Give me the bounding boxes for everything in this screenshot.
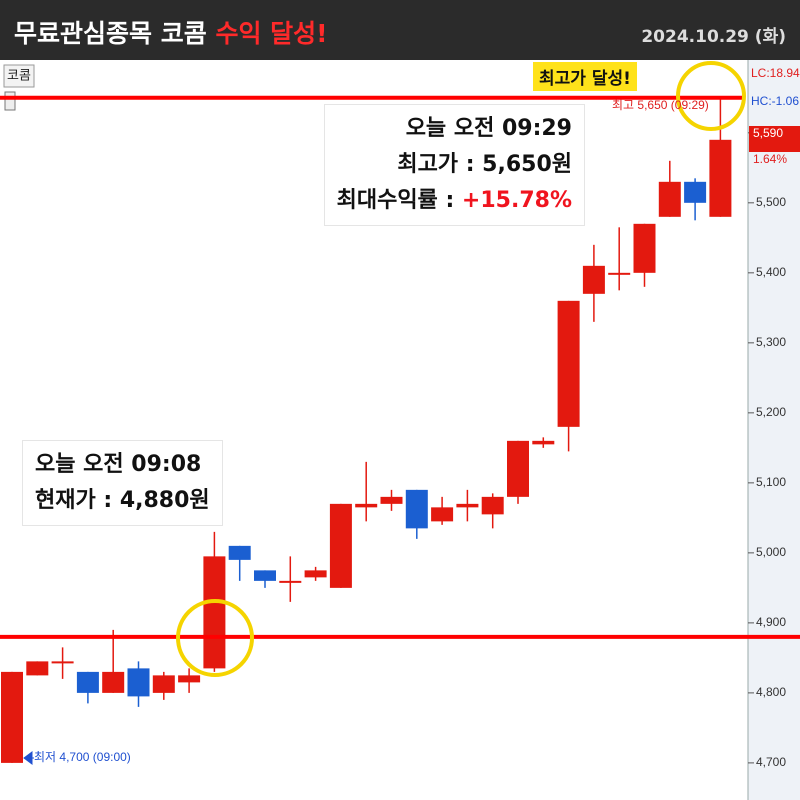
- box-line: 최고가 : 5,650원: [397, 152, 572, 177]
- candle-body: [203, 556, 226, 669]
- candle-body: [557, 300, 580, 427]
- candle-body: [102, 671, 125, 693]
- info-box-top: 오늘 오전 09:29 최고가 : 5,650원 최대수익률 : +15.78%: [323, 104, 585, 226]
- candle-body: [329, 503, 352, 588]
- candle-body: [1, 671, 23, 763]
- last-price: 5,590: [753, 126, 783, 140]
- low-note: 최저 4,700 (09:00): [34, 750, 131, 764]
- symbol: 코콤: [7, 67, 31, 82]
- axis-info: LC:18.94: [751, 66, 800, 80]
- y-tick-label: 5,300: [756, 335, 786, 349]
- box-line: 오늘 오전 09:08: [35, 452, 202, 477]
- symbol-box: [3, 64, 35, 88]
- candle-body: [76, 671, 99, 693]
- last-change: 1.64%: [753, 152, 787, 166]
- title: 무료관심종목 코콤 수익 달성!: [14, 14, 328, 50]
- y-tick-label: 5,100: [756, 475, 786, 489]
- candle-body: [684, 181, 707, 203]
- y-tick-label: 5,000: [756, 545, 786, 559]
- title-main: 무료관심종목 코콤: [14, 19, 207, 48]
- high-badge: 최고가 달성!: [533, 62, 637, 91]
- highlight-circle: [676, 61, 746, 131]
- box-text: 최대수익률 :: [336, 188, 462, 213]
- candle-body: [481, 496, 504, 515]
- candle-body: [228, 545, 251, 560]
- candle-body: [608, 272, 631, 275]
- candle-body: [709, 139, 732, 217]
- low-arrow: [23, 751, 34, 765]
- candle-body: [26, 661, 49, 676]
- candle-body: [633, 223, 656, 273]
- axis-bg: [748, 60, 800, 800]
- highlight-circle: [176, 599, 254, 677]
- info-box-bottom: 오늘 오전 09:08 현재가 : 4,880원: [22, 440, 223, 526]
- box-line: 현재가 : 4,880원: [35, 488, 210, 513]
- box-line: 최대수익률 : +15.78%: [337, 183, 572, 219]
- y-tick-label: 5,500: [756, 195, 786, 209]
- candle-body: [456, 503, 479, 508]
- candle-body: [380, 496, 403, 504]
- candle-body: [279, 580, 302, 583]
- candle-body: [254, 570, 276, 581]
- axis-info: HC:-1.06: [751, 94, 799, 108]
- last-price-box: [749, 126, 800, 152]
- box-line: 오늘 오전 09:29: [405, 116, 572, 141]
- candle-body: [431, 507, 454, 522]
- candle-body: [658, 181, 681, 217]
- candle-body: [405, 489, 428, 529]
- candle-body: [507, 440, 529, 497]
- candle-body: [532, 440, 555, 445]
- chart: 코콤 4,700 4,800 4,900 5,000 5,100 5,200 5,300 5,…: [0, 60, 800, 800]
- y-tick-label: 4,900: [756, 615, 786, 629]
- candle-body: [152, 675, 175, 693]
- y-tick-label: 4,700: [756, 755, 786, 769]
- candle-body: [51, 661, 74, 664]
- header: 무료관심종목 코콤 수익 달성! 2024.10.29 (화): [0, 0, 800, 60]
- high-note: 최고 5,650 (09:29): [612, 98, 709, 112]
- candle-body: [304, 570, 327, 578]
- title-highlight: 수익 달성!: [215, 19, 328, 48]
- candle-body: [178, 675, 201, 683]
- y-tick-label: 4,800: [756, 685, 786, 699]
- candle-body: [355, 503, 378, 508]
- date: 2024.10.29 (화): [641, 27, 786, 47]
- icon: [4, 91, 16, 111]
- box-highlight: +15.78%: [461, 188, 572, 213]
- candle-body: [127, 668, 150, 697]
- y-tick-label: 5,200: [756, 405, 786, 419]
- candle-body: [582, 265, 605, 294]
- y-tick-label: 5,400: [756, 265, 786, 279]
